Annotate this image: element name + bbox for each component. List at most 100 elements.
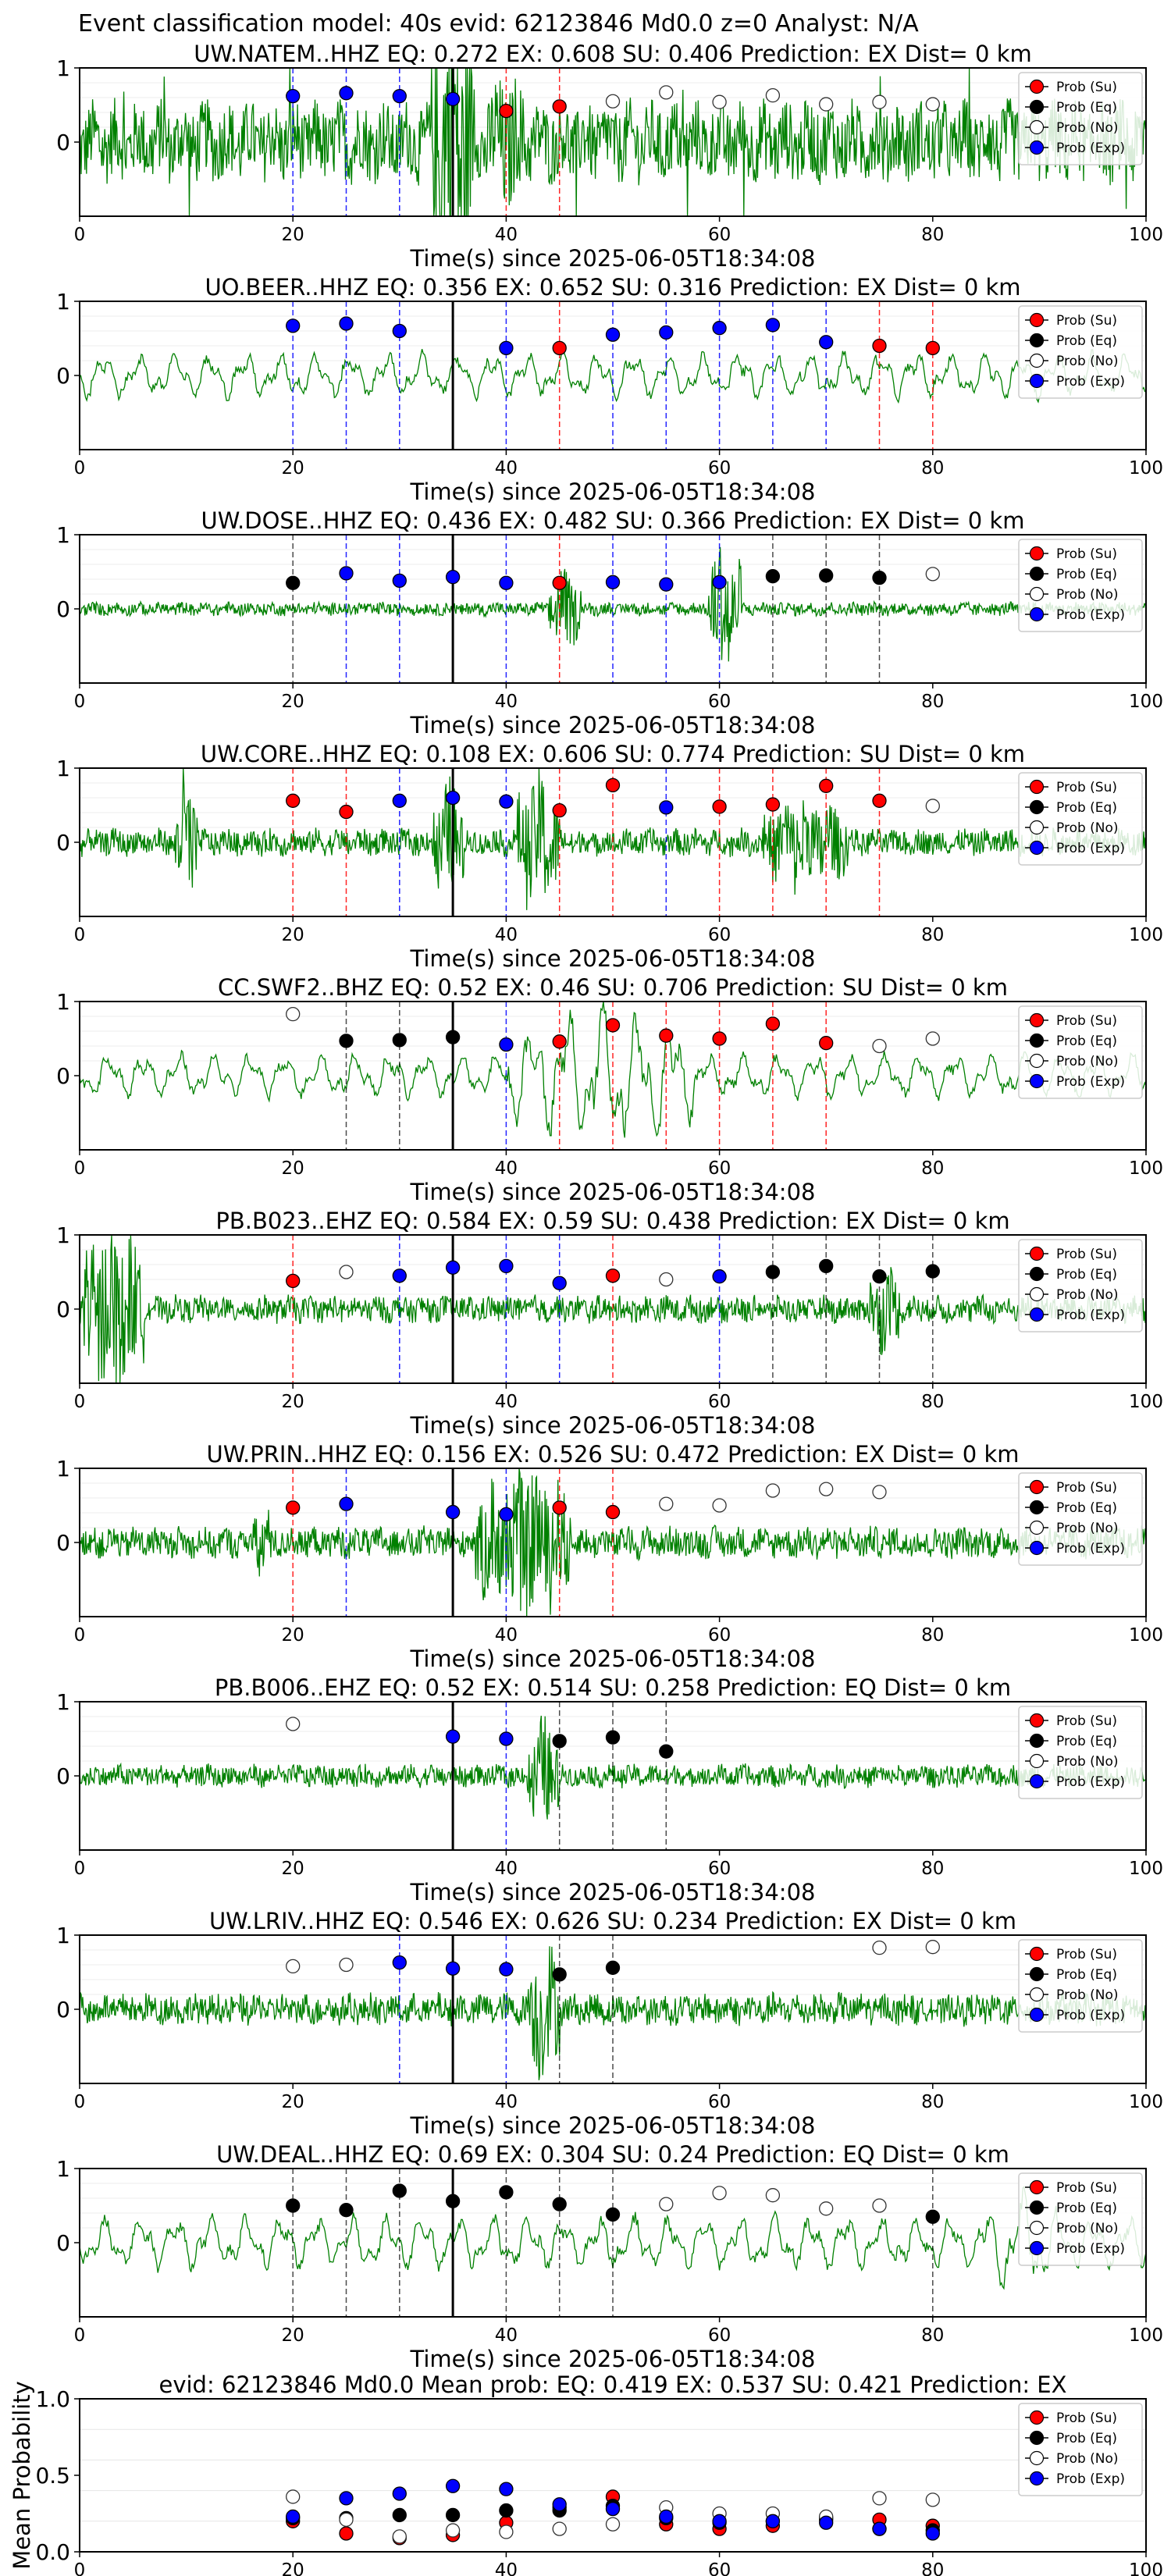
x-tick-label: 60 — [708, 2325, 731, 2346]
legend-label: Prob (Eq) — [1056, 2431, 1117, 2446]
panel-title: CC.SWF2..BHZ EQ: 0.52 EX: 0.46 SU: 0.706… — [218, 974, 1008, 1001]
legend-label: Prob (No) — [1056, 1754, 1119, 1770]
legend-label: Prob (Eq) — [1056, 100, 1117, 116]
legend-label: Prob (Eq) — [1056, 800, 1117, 816]
prob-marker-exp — [339, 1496, 354, 1511]
prob-marker-exp — [605, 327, 621, 342]
station-panel-6: 0 20 40 60 80 100 1 0 PB.B023..EHZ EQ: 0.584 EX:… — [56, 1208, 1163, 1439]
legend-marker-exp — [1029, 2240, 1045, 2256]
plot-area — [80, 68, 1146, 216]
x-tick-label: 60 — [708, 925, 731, 945]
station-panel-1: 0 20 40 60 80 100 1 0 UW.NATEM..HHZ EQ: 0.272 EX… — [56, 41, 1163, 272]
x-tick-label: 40 — [495, 225, 518, 245]
y-tick-label: 1.0 — [35, 2386, 70, 2412]
x-tick-label: 20 — [282, 1625, 304, 1646]
panel-title: UO.BEER..HHZ EQ: 0.356 EX: 0.652 SU: 0.3… — [205, 274, 1020, 301]
mean-marker-exp — [925, 2526, 940, 2541]
legend-label: Prob (Eq) — [1056, 1967, 1117, 1983]
prob-marker-exp — [499, 340, 514, 356]
prob-marker-eq — [392, 1033, 407, 1048]
x-tick-label: 20 — [282, 925, 304, 945]
x-tick-label: 100 — [1129, 1625, 1163, 1646]
prob-marker-eq — [925, 2209, 940, 2224]
mean-marker-exp — [392, 2486, 407, 2501]
legend-marker-eq — [1029, 99, 1045, 115]
prob-marker-su — [712, 799, 727, 814]
legend-marker-no — [1029, 353, 1045, 368]
prob-marker-eq — [499, 2185, 514, 2200]
legend-marker-eq — [1029, 1266, 1045, 1282]
legend-marker-no — [1029, 1987, 1045, 2002]
legend-label: Prob (Su) — [1056, 1480, 1117, 1496]
prob-marker-exp — [552, 1276, 567, 1290]
legend-marker-exp — [1029, 1540, 1045, 1556]
legend-label: Prob (Su) — [1056, 1247, 1117, 1262]
axes-frame — [79, 534, 1147, 684]
legend-label: Prob (No) — [1056, 120, 1119, 136]
legend-marker-no — [1029, 1520, 1045, 1535]
panel-title: evid: 62123846 Md0.0 Mean prob: EQ: 0.41… — [158, 2371, 1066, 2398]
legend-label: Prob (Su) — [1056, 1013, 1117, 1029]
x-axis-label: Time(s) since 2025-06-05T18:34:08 — [410, 2346, 816, 2372]
legend-marker-su — [1029, 79, 1045, 94]
x-axis-label: Time(s) since 2025-06-05T18:34:08 — [410, 479, 816, 505]
prob-marker-exp — [445, 1260, 461, 1275]
legend-marker-eq — [1029, 1733, 1045, 1749]
x-tick-label: 20 — [282, 1392, 304, 1412]
mean-marker-exp — [659, 2509, 674, 2524]
prob-marker-no — [712, 94, 727, 109]
figure-suptitle: Event classification model: 40s evid: 62… — [78, 10, 919, 37]
x-tick-label: 100 — [1129, 225, 1163, 245]
x-tick-label: 40 — [495, 692, 518, 712]
prob-marker-exp — [392, 793, 407, 808]
legend-marker-eq — [1029, 1500, 1045, 1515]
legend-box — [1018, 72, 1143, 165]
prob-marker-exp — [445, 1504, 461, 1520]
x-tick-label: 40 — [495, 2092, 518, 2112]
prob-marker-no — [339, 1957, 354, 1973]
legend-label: Prob (No) — [1056, 2451, 1119, 2467]
x-tick-label: 60 — [708, 2092, 731, 2112]
station-panel-9: 0 20 40 60 80 100 1 0 UW.LRIV..HHZ EQ: 0.546 EX:… — [56, 1908, 1163, 2139]
prob-marker-no — [659, 1496, 674, 1511]
legend-label: Prob (Exp) — [1056, 1074, 1125, 1090]
y-axis-label: Mean Probability — [9, 2381, 35, 2570]
prob-marker-eq — [765, 1265, 781, 1279]
axes-frame — [79, 2168, 1147, 2318]
mean-marker-exp — [712, 2514, 727, 2528]
legend-label: Prob (Exp) — [1056, 607, 1125, 623]
x-tick-label: 80 — [921, 458, 944, 479]
prob-marker-exp — [659, 325, 674, 340]
legend-label: Prob (Eq) — [1056, 1034, 1117, 1049]
legend-marker-eq — [1029, 1033, 1045, 1048]
legend-label: Prob (Exp) — [1056, 1308, 1125, 1323]
legend-marker-no — [1029, 1053, 1045, 1069]
prob-marker-su — [552, 1034, 567, 1049]
legend-label: Prob (Exp) — [1056, 374, 1125, 390]
legend-marker-exp — [1029, 840, 1045, 856]
x-tick-label: 60 — [708, 1625, 731, 1646]
prob-marker-exp — [499, 1258, 514, 1274]
prob-marker-no — [925, 567, 940, 582]
x-tick-label: 20 — [282, 1859, 304, 1879]
prob-marker-exp — [339, 316, 354, 331]
legend-label: Prob (Eq) — [1056, 333, 1117, 349]
prob-marker-eq — [552, 2197, 567, 2211]
x-tick-label: 80 — [921, 1859, 944, 1879]
prob-marker-su — [605, 1018, 621, 1033]
axes-frame — [79, 767, 1147, 917]
x-tick-label: 0 — [74, 2560, 86, 2576]
legend-box — [1018, 1239, 1143, 1332]
y-tick-label: 0.0 — [35, 2539, 70, 2565]
legend-label: Prob (Su) — [1056, 1947, 1117, 1962]
prob-marker-exp — [819, 335, 834, 350]
plot-area — [80, 1002, 1146, 1150]
x-tick-label: 40 — [495, 2560, 518, 2576]
x-axis-label: Time(s) since 2025-06-05T18:34:08 — [410, 945, 816, 972]
prob-marker-eq — [552, 1734, 567, 1749]
legend-label: Prob (Su) — [1056, 2411, 1117, 2426]
x-tick-label: 80 — [921, 2560, 944, 2576]
mean-marker-no — [286, 2489, 301, 2504]
x-tick-label: 40 — [495, 2325, 518, 2346]
